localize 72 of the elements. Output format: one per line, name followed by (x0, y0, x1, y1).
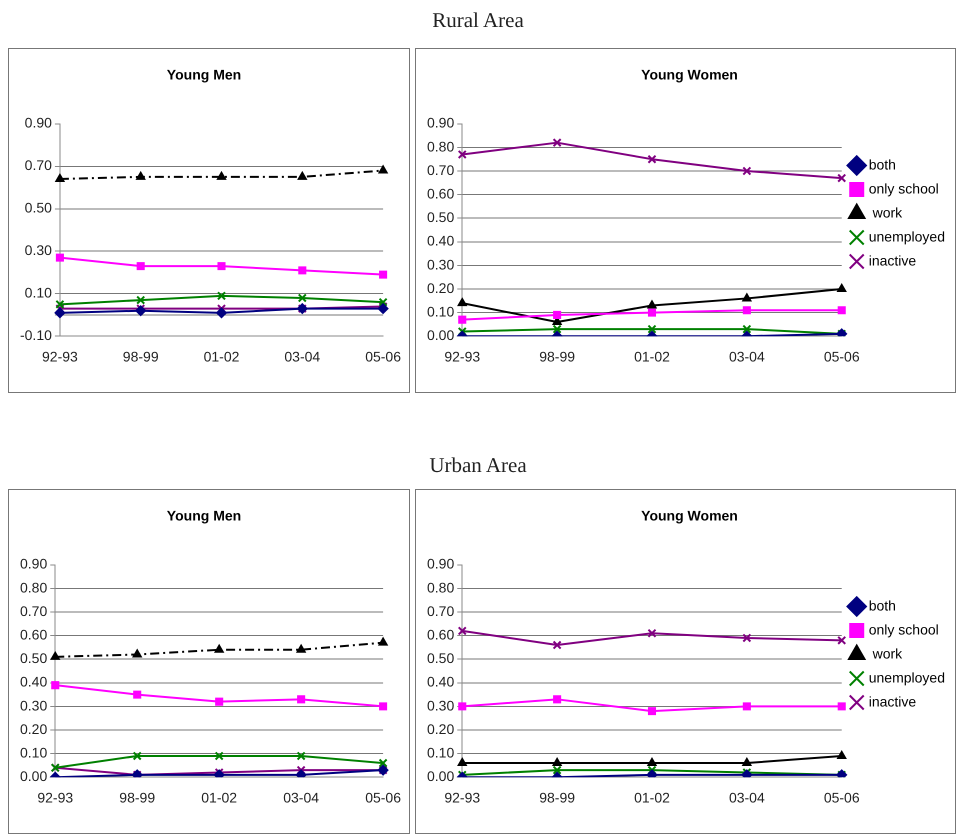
y-tick-label: 0.10 (24, 284, 52, 301)
legend-label: work (868, 645, 904, 662)
x-tick-label: 92-93 (37, 789, 74, 806)
x-tick-label: 05-06 (824, 348, 860, 364)
y-tick-label: 0.70 (427, 602, 454, 619)
chart-title: Young Women (641, 66, 738, 82)
y-tick-label: 0.40 (427, 232, 454, 249)
chart-title: Young Men (166, 66, 242, 82)
x-tick-label: 01-02 (634, 789, 670, 806)
legend-label: only school (868, 621, 939, 638)
y-tick-label: 0.00 (427, 327, 454, 344)
y-tick-label: 0.10 (427, 744, 454, 760)
x-tick-label: 03-04 (728, 348, 765, 364)
y-tick-label: -0.10 (20, 327, 52, 344)
y-tick-label: 0.50 (20, 650, 48, 666)
y-tick-label: 0.30 (427, 697, 454, 714)
text: Rural Area (431, 7, 525, 34)
legend-label: inactive (868, 252, 916, 268)
x-tick-label: 05-06 (365, 789, 402, 806)
y-tick-label: 0.70 (24, 157, 52, 174)
y-tick-label: 0.20 (20, 720, 48, 737)
y-tick-label: 0.60 (427, 185, 454, 202)
x-tick-label: 01-02 (204, 348, 240, 364)
x-tick-label: 92-93 (444, 789, 480, 806)
x-tick-label: 98-99 (119, 789, 156, 806)
x-tick-label: 05-06 (824, 789, 860, 806)
y-tick-label: 0.80 (427, 579, 454, 596)
y-tick-label: 0.50 (427, 650, 454, 666)
x-tick-label: 92-93 (444, 348, 480, 364)
legend-label: only school (868, 180, 939, 196)
x-tick-label: 03-04 (728, 789, 765, 806)
y-tick-label: 0.60 (427, 626, 454, 642)
y-tick-label: 0.70 (20, 602, 48, 619)
legend-label: unemployed (868, 669, 946, 686)
y-tick-label: 0.30 (20, 697, 48, 714)
x-tick-label: 03-04 (283, 789, 320, 806)
chart-title: Young Men (166, 507, 242, 524)
y-tick-label: 0.90 (427, 114, 454, 131)
y-tick-label: 0.10 (427, 303, 454, 320)
legend-label: both (868, 597, 896, 614)
y-tick-label: 0.70 (427, 162, 454, 178)
y-tick-label: 0.90 (24, 114, 52, 131)
y-tick-label: 0.50 (427, 209, 454, 226)
y-tick-label: 0.40 (427, 674, 454, 690)
x-tick-label: 92-93 (42, 348, 78, 364)
y-tick-label: 0.00 (20, 768, 48, 784)
x-tick-label: 01-02 (634, 348, 670, 364)
legend-label: inactive (868, 693, 916, 710)
legend-label: work (868, 204, 904, 220)
y-tick-label: 0.10 (20, 744, 48, 760)
y-tick-label: 0.40 (20, 674, 48, 690)
y-tick-label: 0.20 (427, 280, 454, 296)
legend-label: unemployed (868, 228, 946, 244)
text: Urban Area (428, 452, 528, 479)
x-tick-label: 98-99 (539, 348, 576, 364)
x-tick-label: 03-04 (284, 348, 320, 364)
y-tick-label: 0.20 (427, 720, 454, 737)
y-tick-label: 0.30 (427, 256, 454, 272)
y-tick-label: 0.80 (427, 138, 454, 154)
legend-label: both (868, 156, 896, 172)
y-tick-label: 0.30 (24, 242, 52, 258)
y-tick-label: 0.90 (427, 556, 454, 572)
x-tick-label: 98-99 (122, 348, 159, 364)
y-tick-label: 0.90 (20, 556, 48, 572)
x-tick-label: 98-99 (539, 789, 576, 806)
x-tick-label: 05-06 (365, 348, 402, 364)
chart-title: Young Women (641, 507, 738, 524)
x-tick-label: 01-02 (201, 789, 238, 806)
y-tick-label: 0.50 (24, 200, 52, 216)
y-tick-label: 0.60 (20, 626, 48, 642)
y-tick-label: 0.00 (427, 768, 454, 784)
y-tick-label: 0.80 (20, 579, 48, 596)
